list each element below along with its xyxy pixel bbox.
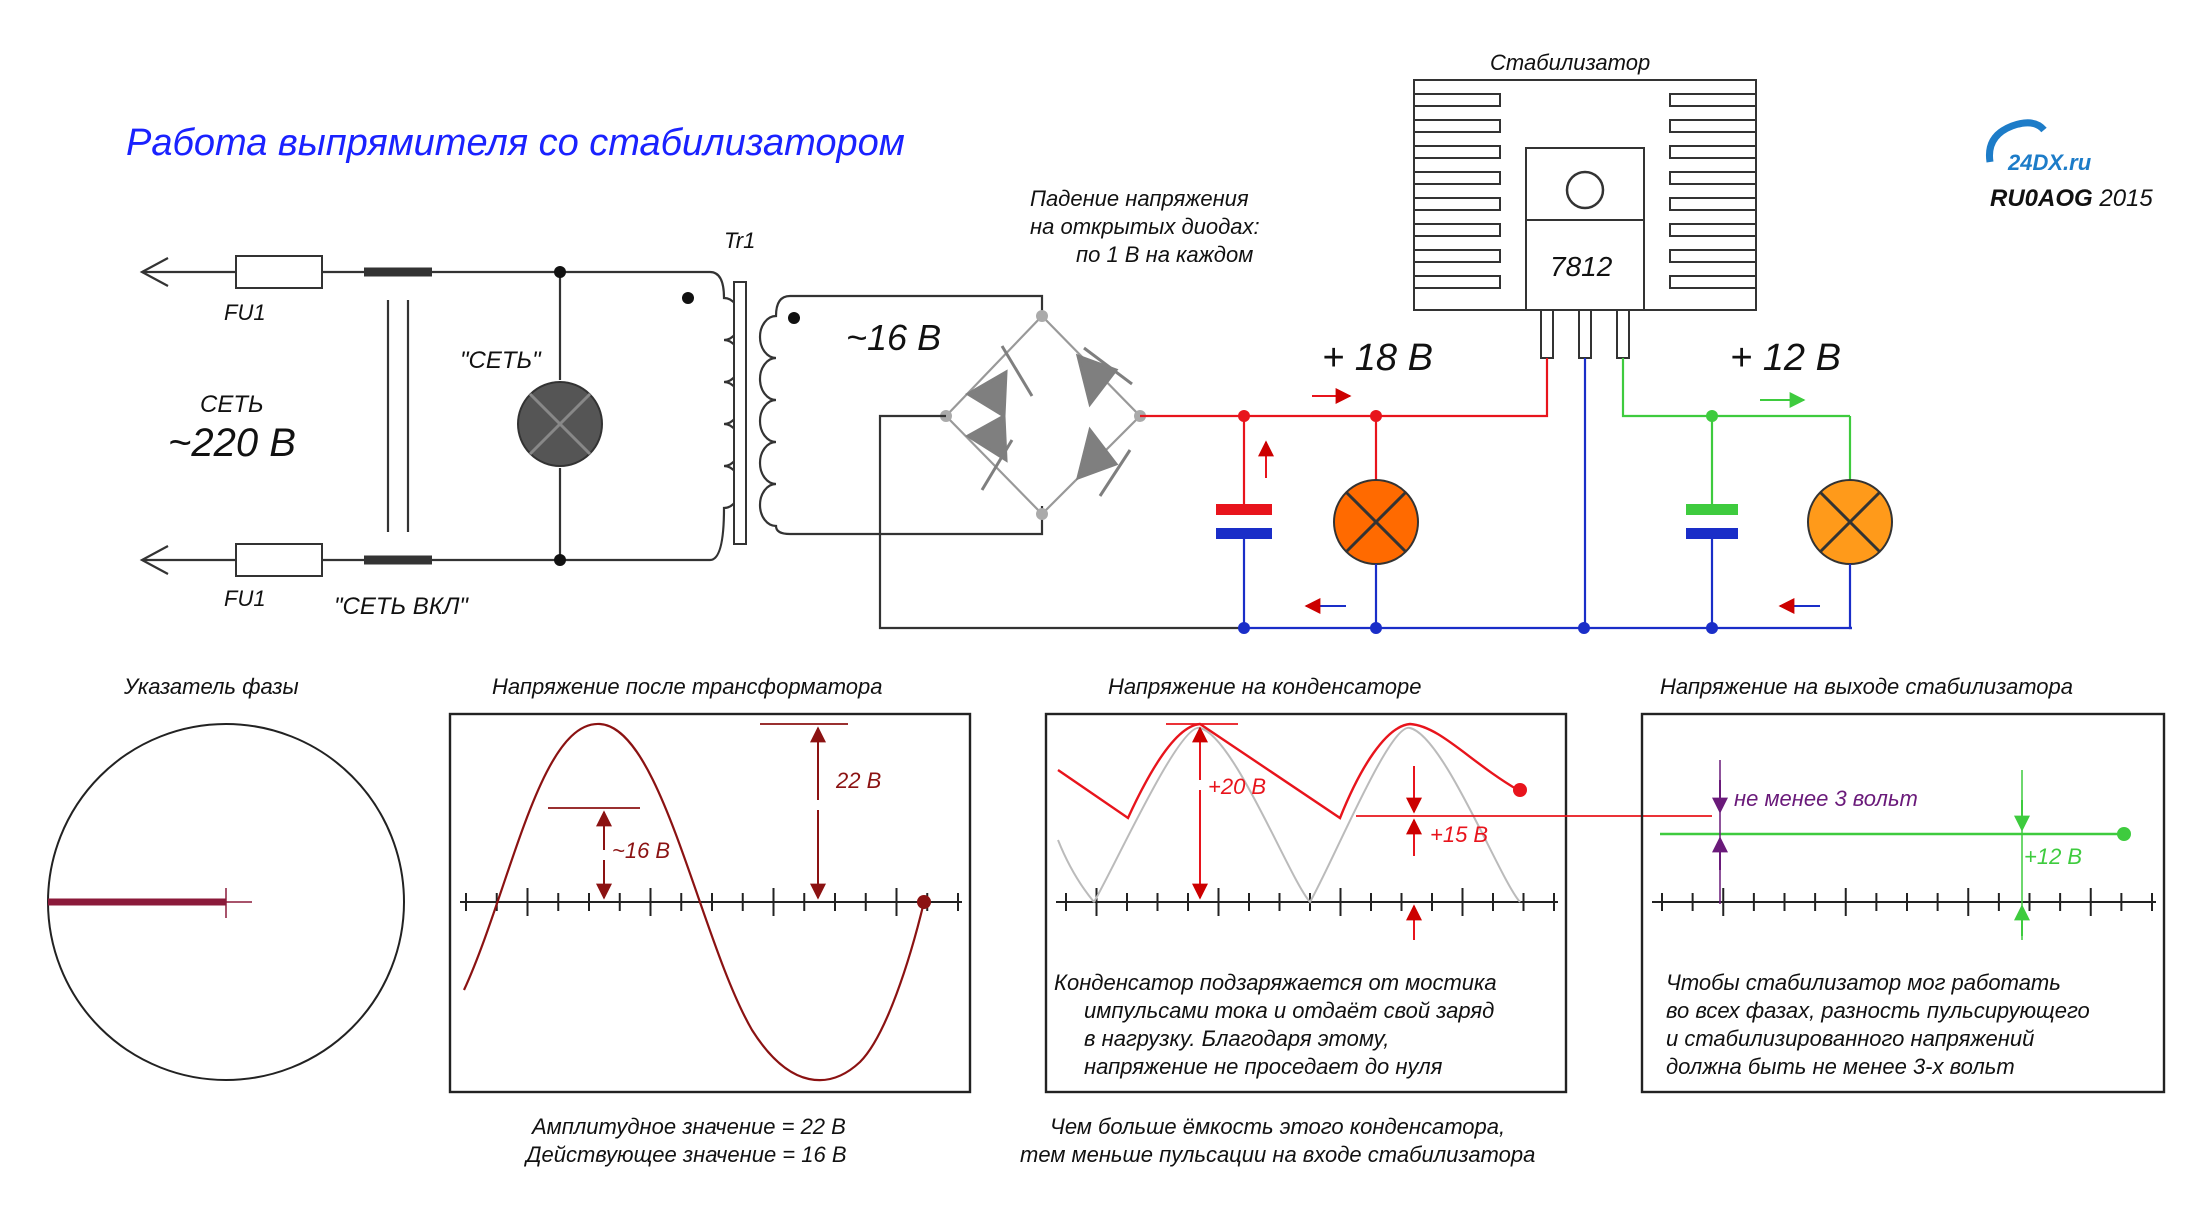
cap-text-line-2: импульсами тока и отдаёт свой заряд [1084, 998, 1494, 1023]
transformer-core [733, 281, 747, 545]
transformer-panel-title: Напряжение после трансформатора [492, 674, 883, 699]
amp-label: 22 В [835, 768, 881, 793]
rectified-gray-wave [1057, 726, 1521, 904]
transformer-caption-line-1: Амплитудное значение = 22 В [530, 1114, 846, 1139]
rectified-voltage: + 18 В [1322, 337, 1433, 379]
author-year: 2015 [2098, 185, 2153, 212]
cap-caption-line-1: Чем больше ёмкость этого конденсатора, [1050, 1114, 1505, 1139]
mounting-hole-icon [1565, 170, 1605, 210]
phase-indicator [47, 723, 405, 1081]
transformer-caption-line-2: Действующее значение = 16 В [523, 1142, 847, 1167]
mains-lamp [517, 381, 603, 467]
rms-label: ~16 В [612, 838, 670, 863]
cap-caption-line-2: тем меньше пульсации на входе стабилизат… [1020, 1142, 1535, 1167]
secondary-voltage: ~16 В [846, 317, 941, 358]
phase-panel-title: Указатель фазы [123, 674, 299, 699]
diode-note-line-3: по 1 В на каждом [1076, 242, 1253, 267]
capacitor-1-plate-pos [1216, 504, 1272, 515]
out-text-line-2: во всех фазах, разность пульсирующего [1666, 998, 2090, 1023]
transformer-label: Tr1 [724, 228, 755, 253]
primary-circuit: FU1 FU1 СЕТЬ ~220 В "СЕТЬ" "СЕТЬ ВКЛ" Tr… [139, 228, 1044, 620]
stabilizer-title: Стабилизатор [1490, 50, 1650, 75]
regulator-chip-label: 7812 [1550, 251, 1613, 282]
cap-text-line-4: напряжение не проседает до нуля [1084, 1054, 1443, 1079]
logo: 24DX.ru RU0AOG 2015 [1985, 119, 2153, 212]
cap-peak-label: +20 В [1208, 774, 1266, 799]
output-voltage: + 12 В [1730, 337, 1841, 379]
margin-label: не менее 3 вольт [1734, 786, 1918, 811]
svg-text:RU0AOG 2015: RU0AOG 2015 [1990, 185, 2153, 212]
logo-swoosh-icon [1985, 119, 2047, 163]
cap-text-line-3: в нагрузку. Благодаря этому, [1084, 1026, 1389, 1051]
page-title: Работа выпрямителя со стабилизатором [126, 122, 905, 164]
capacitor-voltage-wave [1057, 722, 1519, 820]
cap-text-line-1: Конденсатор подзаряжается от мостика [1054, 970, 1497, 995]
cap-min-label: +15 В [1430, 822, 1488, 847]
capacitor-2-plate-pos [1686, 504, 1738, 515]
out-label: +12 В [2024, 844, 2082, 869]
out-text-line-3: и стабилизированного напряжений [1666, 1026, 2034, 1051]
load-lamp-2 [1807, 479, 1893, 565]
svg-text:Амплитудное значение = 22 В: Амплитудное значение = 22 В Действующее … [523, 1114, 852, 1167]
svg-text:Конденсатор подзаряжается от м: Конденсатор подзаряжается от мостика имп… [1054, 970, 1503, 1079]
power-lamp-label: "СЕТЬ ВКЛ" [334, 593, 469, 620]
capacitor-panel: +20 В +15 В Конденсатор подзаряжается от… [1020, 712, 1712, 1167]
out-text-line-1: Чтобы стабилизатор мог работать [1666, 970, 2061, 995]
fuse-bottom-label: FU1 [224, 586, 266, 611]
diode-bridge: Падение напряжения на открытых диодах: п… [940, 186, 1266, 520]
transformer-panel: ~16 В 22 В Амплитудное значение = 22 В Д… [448, 712, 972, 1167]
output-panel-title: Напряжение на выходе стабилизатора [1660, 674, 2073, 699]
mains-lamp-label: "СЕТЬ" [460, 347, 542, 374]
logo-text: 24DX.ru [2007, 150, 2092, 175]
fuse-top [235, 255, 323, 289]
raw-dc-section: + 18 В [1216, 337, 1433, 628]
svg-text:Падение напряжения на от: Падение напряжения на открытых диодах: п… [1030, 186, 1266, 267]
svg-text:Чтобы стабилизатор мог работат: Чтобы стабилизатор мог работать во всех … [1666, 970, 2096, 1079]
mains-label: СЕТЬ [200, 391, 264, 418]
output-panel: не менее 3 вольт +12 В Чтобы стабилизато… [1640, 712, 2166, 1094]
out-text-line-4: должна быть не менее 3-х вольт [1666, 1054, 2015, 1079]
diode-note-line-1: Падение напряжения [1030, 186, 1249, 211]
stab-output-section: + 12 В [1686, 337, 1893, 630]
load-lamp-1 [1333, 479, 1419, 565]
fuse-bottom [235, 543, 323, 577]
capacitor-panel-title: Напряжение на конденсаторе [1108, 674, 1422, 699]
diode-note-line-2: на открытых диодах: [1030, 214, 1260, 239]
mains-voltage: ~220 В [168, 421, 296, 465]
fuse-top-label: FU1 [224, 300, 266, 325]
stabilizer: Стабилизатор 7812 [1413, 50, 1850, 628]
capacitor-1-plate-neg [1216, 528, 1272, 539]
svg-text:Чем больше ёмкость этого конде: Чем больше ёмкость этого конденсатора, т… [1020, 1114, 1535, 1167]
transformer-sine-wave [463, 722, 926, 1082]
capacitor-2-plate-neg [1686, 528, 1738, 539]
author-callsign: RU0AOG [1990, 185, 2093, 212]
